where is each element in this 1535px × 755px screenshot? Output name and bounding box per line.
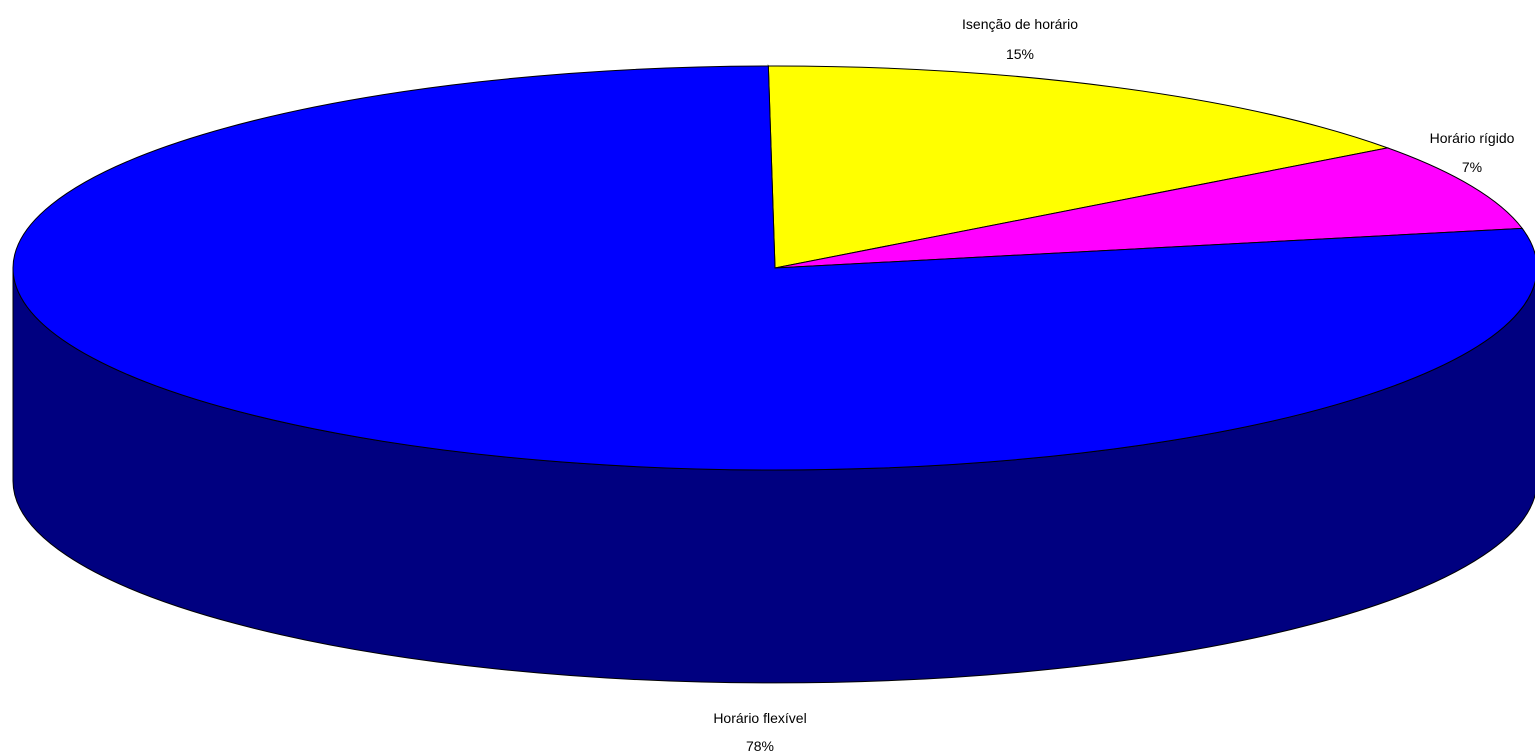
slice-label-isencao-value: 15%: [1006, 46, 1034, 62]
slice-label-rigido-value: 7%: [1462, 159, 1482, 175]
slice-label-flexivel: Horário flexível 78%: [713, 710, 806, 754]
slice-label-flexivel-name: Horário flexível: [713, 710, 806, 726]
slice-label-flexivel-value: 78%: [746, 738, 774, 754]
slice-label-isencao: Isenção de horário 15%: [962, 16, 1078, 62]
slice-labels: Isenção de horário 15% Horário rígido 7%…: [713, 16, 1514, 754]
pie-tops: [12, 65, 1535, 471]
slice-label-rigido-name: Horário rígido: [1430, 130, 1515, 146]
pie-slice-2: [12, 65, 1535, 471]
slice-label-rigido: Horário rígido 7%: [1430, 130, 1515, 175]
pie-slice-0: [767, 65, 1390, 269]
slice-label-isencao-name: Isenção de horário: [962, 16, 1078, 32]
